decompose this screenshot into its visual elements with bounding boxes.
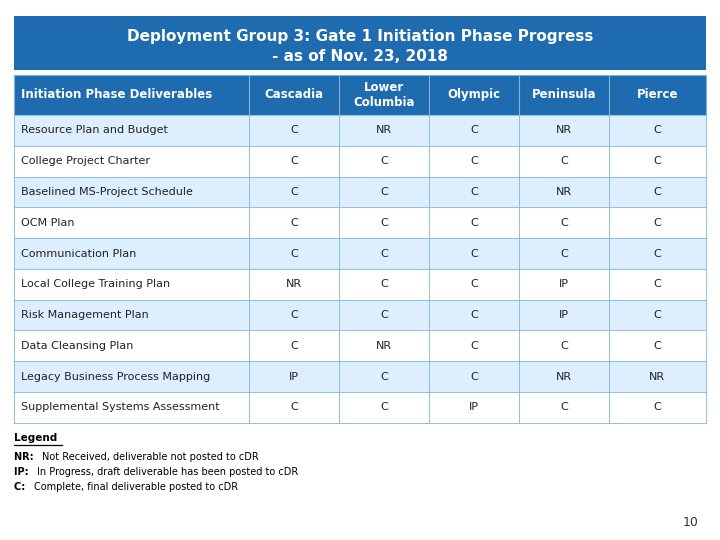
Text: IP:: IP: (14, 467, 32, 477)
Text: C: C (560, 341, 568, 351)
Text: In Progress, draft deliverable has been posted to cDR: In Progress, draft deliverable has been … (37, 467, 298, 477)
Text: College Project Charter: College Project Charter (22, 156, 150, 166)
Text: C: C (290, 248, 298, 259)
Text: - as of Nov. 23, 2018: - as of Nov. 23, 2018 (272, 49, 448, 64)
Text: C: C (470, 218, 478, 228)
Text: C: C (470, 372, 478, 382)
Text: Local College Training Plan: Local College Training Plan (22, 279, 171, 289)
Text: C: C (470, 310, 478, 320)
Text: NR: NR (556, 125, 572, 136)
Text: C: C (653, 218, 661, 228)
Text: C: C (653, 125, 661, 136)
Text: C: C (380, 187, 388, 197)
Text: C: C (560, 402, 568, 413)
Text: IP: IP (559, 310, 569, 320)
Text: NR: NR (376, 341, 392, 351)
Text: C: C (470, 248, 478, 259)
Text: C: C (290, 156, 298, 166)
Text: C: C (653, 279, 661, 289)
Text: Lower
Columbia: Lower Columbia (354, 81, 415, 109)
Text: IP: IP (289, 372, 300, 382)
Text: Legend: Legend (14, 433, 58, 443)
Text: C: C (380, 310, 388, 320)
Text: C: C (380, 372, 388, 382)
Text: C: C (560, 218, 568, 228)
Text: NR: NR (376, 125, 392, 136)
Text: IP: IP (559, 279, 569, 289)
Text: C: C (653, 156, 661, 166)
Text: Data Cleansing Plan: Data Cleansing Plan (22, 341, 134, 351)
Text: C: C (470, 125, 478, 136)
Text: C: C (380, 279, 388, 289)
Text: C: C (290, 341, 298, 351)
Text: C: C (380, 218, 388, 228)
Text: Not Received, deliverable not posted to cDR: Not Received, deliverable not posted to … (42, 452, 259, 462)
Text: Complete, final deliverable posted to cDR: Complete, final deliverable posted to cD… (34, 482, 238, 492)
Text: Resource Plan and Budget: Resource Plan and Budget (22, 125, 168, 136)
Text: Initiation Phase Deliverables: Initiation Phase Deliverables (22, 88, 212, 102)
Text: C:: C: (14, 482, 29, 492)
Text: Legacy Business Process Mapping: Legacy Business Process Mapping (22, 372, 210, 382)
Text: Pierce: Pierce (636, 88, 678, 102)
Text: NR: NR (556, 187, 572, 197)
Text: C: C (653, 341, 661, 351)
Text: C: C (470, 156, 478, 166)
Text: C: C (653, 248, 661, 259)
Text: Communication Plan: Communication Plan (22, 248, 137, 259)
Text: C: C (290, 310, 298, 320)
Text: C: C (290, 218, 298, 228)
Text: IP: IP (469, 402, 479, 413)
Text: Peninsula: Peninsula (531, 88, 596, 102)
Text: C: C (380, 248, 388, 259)
Text: Risk Management Plan: Risk Management Plan (22, 310, 149, 320)
Text: C: C (470, 187, 478, 197)
Text: Supplemental Systems Assessment: Supplemental Systems Assessment (22, 402, 220, 413)
Text: C: C (380, 156, 388, 166)
Text: C: C (560, 248, 568, 259)
Text: C: C (290, 402, 298, 413)
Text: C: C (470, 279, 478, 289)
Text: C: C (653, 310, 661, 320)
Text: C: C (653, 402, 661, 413)
Text: C: C (470, 341, 478, 351)
Text: Deployment Group 3: Gate 1 Initiation Phase Progress: Deployment Group 3: Gate 1 Initiation Ph… (127, 29, 593, 44)
Text: C: C (653, 187, 661, 197)
Text: C: C (380, 402, 388, 413)
Text: Baselined MS-Project Schedule: Baselined MS-Project Schedule (22, 187, 193, 197)
Text: C: C (290, 125, 298, 136)
Text: Olympic: Olympic (448, 88, 500, 102)
Text: Cascadia: Cascadia (265, 88, 324, 102)
Text: NR: NR (287, 279, 302, 289)
Text: C: C (560, 156, 568, 166)
Text: NR: NR (556, 372, 572, 382)
Text: OCM Plan: OCM Plan (22, 218, 75, 228)
Text: NR:: NR: (14, 452, 37, 462)
Text: C: C (290, 187, 298, 197)
Text: NR: NR (649, 372, 665, 382)
Text: 10: 10 (683, 516, 698, 529)
